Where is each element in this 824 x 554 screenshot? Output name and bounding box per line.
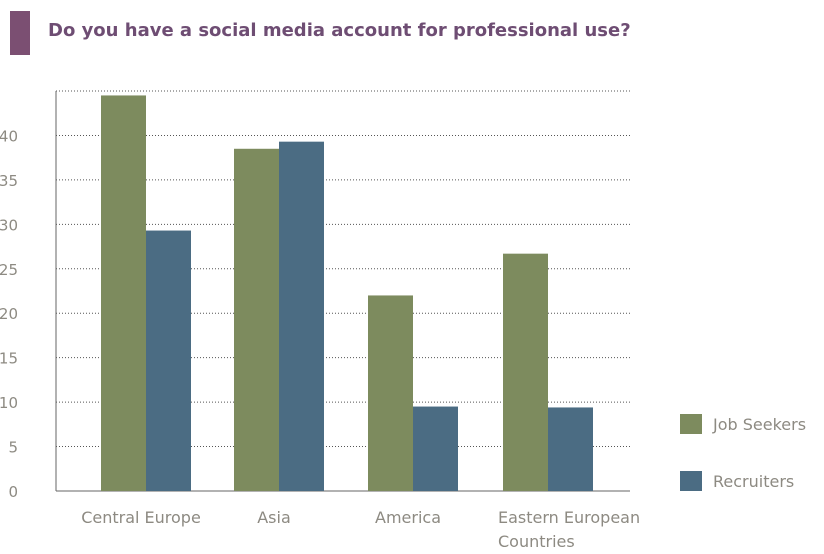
- y-tick-label: 20: [0, 305, 18, 323]
- x-tick-label: Asia: [257, 508, 291, 527]
- x-tick-label: Central Europe: [81, 508, 201, 527]
- x-tick-label-line: Countries: [498, 532, 575, 551]
- bar-job-seekers: [234, 148, 279, 491]
- y-tick-label: 0: [8, 483, 18, 501]
- bar-job-seekers: [503, 253, 548, 491]
- bar-recruiters: [548, 407, 593, 491]
- bar-recruiters: [413, 406, 458, 491]
- y-tick-label: 40: [0, 127, 18, 145]
- x-tick-label: Eastern European Countries: [498, 508, 640, 551]
- y-tick-label: 25: [0, 261, 18, 279]
- legend-swatch: [680, 414, 702, 434]
- bar-job-seekers: [368, 295, 413, 491]
- y-tick-label: 35: [0, 172, 18, 190]
- y-tick-label: 10: [0, 394, 18, 412]
- legend-swatch: [680, 471, 702, 491]
- y-tick-label: 30: [0, 216, 18, 234]
- y-tick-label: 15: [0, 350, 18, 368]
- y-tick-label: 5: [8, 439, 18, 457]
- bar-recruiters: [279, 141, 324, 491]
- bar-recruiters: [146, 230, 191, 492]
- legend-label: Recruiters: [713, 472, 794, 491]
- legend-label: Job Seekers: [712, 415, 806, 434]
- title-accent-bar: [10, 11, 30, 55]
- bar-job-seekers: [101, 95, 146, 491]
- chart-title: Do you have a social media account for p…: [48, 20, 631, 41]
- x-tick-label-line: Eastern European: [498, 508, 640, 527]
- x-tick-label: America: [375, 508, 441, 527]
